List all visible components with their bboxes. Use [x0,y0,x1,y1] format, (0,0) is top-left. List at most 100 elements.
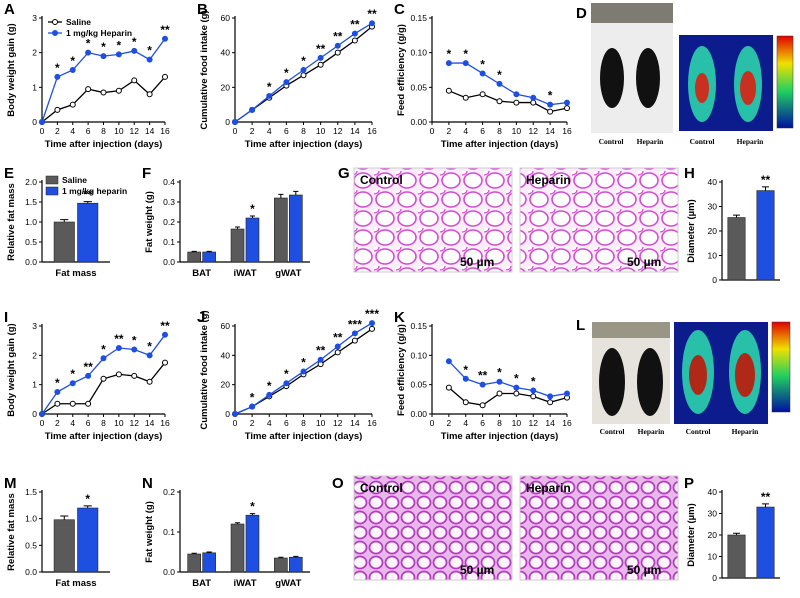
data-point [232,411,238,417]
bar [202,251,216,263]
data-point [54,400,61,407]
x-tick-label: Fat mass [55,268,96,279]
data-point [445,358,452,365]
significance: * [301,54,306,68]
y-tick-label: 3 [32,321,37,331]
x-axis-label: Time after injection (days) [245,431,363,442]
data-point [131,346,138,353]
y-axis-label: Diameter (µm) [686,503,697,567]
panel-letter: E [4,165,14,182]
y-tick-label: 1.0 [25,514,37,524]
y-tick-label: 0.15 [410,321,427,331]
data-point [54,73,61,80]
significance: * [267,379,272,393]
y-tick-label: 0.3 [163,197,175,207]
x-tick-label: 12 [529,418,539,428]
image-caption: Control [360,481,403,495]
image-caption: Control [360,173,403,187]
x-tick-label: BAT [192,268,211,279]
bar [77,507,99,573]
x-tick-label: 16 [367,418,377,428]
image-panel-d: D Control Heparin Control Heparin [576,3,794,146]
data-point [162,331,168,338]
y-tick-label: 0 [225,409,230,419]
data-point [115,345,122,351]
data-point [232,119,238,125]
data-point [146,91,153,98]
y-tick-label: 30 [708,202,718,212]
x-tick-label: 0 [233,418,238,428]
y-tick-label: 40 [708,177,718,187]
significance: ** [761,490,771,504]
mouse [599,348,625,416]
bar [289,194,303,263]
ruler [591,3,673,23]
data-point [351,337,358,344]
scan-body [689,355,707,395]
data-point [479,70,486,77]
error-bar [83,201,92,204]
x-tick-label: 0 [233,126,238,136]
scale-label: 50 µm [460,563,494,577]
data-point [513,91,520,98]
x-tick-label: 2 [447,418,452,428]
y-tick-label: 0.0 [25,567,37,577]
x-tick-label: 16 [562,126,572,136]
significance: * [250,391,255,405]
bar [187,553,201,573]
image-panel-l: L Control Heparin Control Heparin [576,317,791,436]
x-tick-label: 8 [497,126,502,136]
data-point [462,60,469,67]
scale-label: 50 µm [460,255,494,269]
y-axis-label: Fat weight (g) [144,501,155,563]
data-point [146,378,153,385]
data-point [479,381,486,388]
y-tick-label: 0.1 [163,237,175,247]
panel-letter: A [4,1,15,18]
significance: * [480,57,485,71]
significance: ** [333,30,343,44]
y-tick-label: 0 [32,117,37,127]
data-point [317,61,324,68]
scale-label: 50 µm [627,255,661,269]
bar [53,221,75,263]
y-tick-label: 0.5 [25,237,37,247]
error-bar [206,250,212,252]
bar [756,506,775,579]
bar [187,251,201,263]
data-point [564,99,570,106]
x-tick-label: 14 [350,418,360,428]
significance: * [548,89,553,103]
image-caption: Control [600,427,625,436]
series-line [41,76,166,123]
data-point [249,403,256,410]
y-axis-label: Cumulative food intake (g) [199,310,210,429]
significance: * [250,500,255,514]
error-bar [293,555,299,558]
x-tick-label: 10 [114,418,124,428]
y-axis-label: Relative fat mass [6,493,17,571]
data-point [85,86,92,93]
y-tick-label: 20 [708,530,718,540]
x-tick-label: iWAT [233,578,256,589]
histology [353,167,513,273]
y-tick-label: 1.5 [25,487,37,497]
significance: * [250,202,255,216]
scan-body [740,71,756,105]
significance: ** [316,344,326,358]
data-point [530,99,537,106]
data-point [369,20,375,27]
y-tick-label: 0.10 [410,48,427,58]
significance: * [55,61,60,75]
x-tick-label: 12 [529,126,539,136]
significance: ** [367,7,377,21]
image-caption: Heparin [526,481,571,495]
bar [77,202,99,263]
x-tick-label: BAT [192,578,211,589]
x-tick-label: 10 [114,126,124,136]
x-tick-label: 8 [301,418,306,428]
significance: * [70,367,75,381]
legend-swatch [45,175,59,185]
data-point [547,393,554,400]
